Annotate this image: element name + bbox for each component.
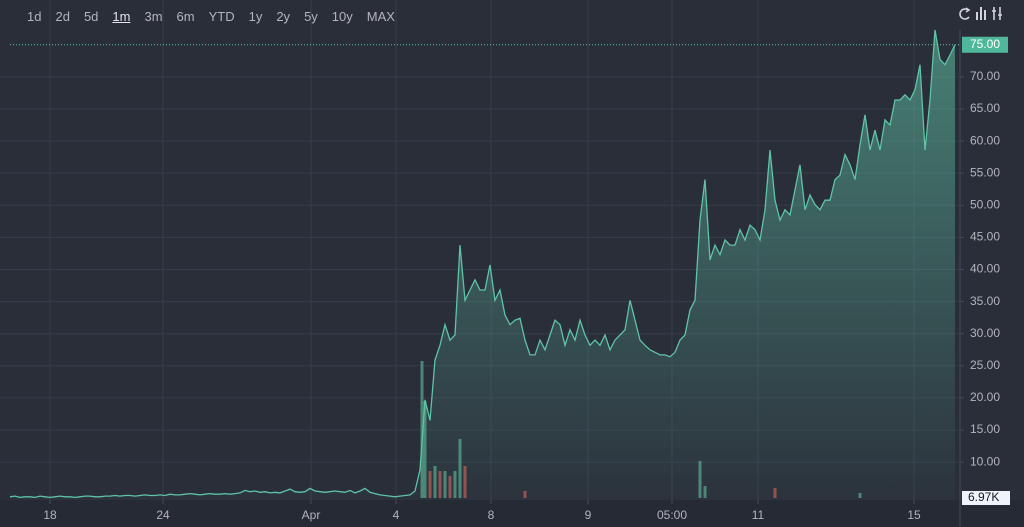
last-value-box <box>962 36 1008 53</box>
volume-bar <box>420 361 424 498</box>
volume-label: 6.97K <box>968 490 999 504</box>
x-axis-band <box>0 500 1024 527</box>
range-button[interactable]: 3m <box>144 8 163 24</box>
range-button[interactable]: 1d <box>27 8 42 24</box>
y-tick-label: 10.00 <box>970 454 1000 468</box>
range-button[interactable]: 10y <box>331 8 353 24</box>
toolbar-icons[interactable] <box>959 7 1002 20</box>
settings-icon[interactable] <box>992 7 1002 20</box>
y-tick-label: 55.00 <box>970 165 1000 179</box>
x-tick-label: 8 <box>488 508 495 522</box>
y-tick-label: 70.00 <box>970 69 1000 83</box>
range-button[interactable]: 1m <box>112 8 131 24</box>
range-button[interactable]: 5d <box>83 8 99 24</box>
refresh-icon[interactable] <box>959 8 970 20</box>
volume-label-box <box>962 491 1010 505</box>
y-tick-label: 35.00 <box>970 294 1000 308</box>
x-tick-label: 18 <box>43 508 57 522</box>
range-button[interactable]: 5y <box>304 8 318 24</box>
x-tick-label: 9 <box>585 508 592 522</box>
price-line <box>9 29 956 499</box>
range-button[interactable]: 2d <box>55 8 70 24</box>
y-tick-label: 15.00 <box>970 422 1000 436</box>
range-button[interactable]: 2y <box>276 8 291 24</box>
y-tick-label: 50.00 <box>970 197 1000 211</box>
range-button[interactable]: 1y <box>248 8 263 24</box>
y-tick-label: 25.00 <box>970 358 1000 372</box>
refresh-arrow[interactable] <box>965 7 971 13</box>
range-button[interactable]: 6m <box>176 8 195 24</box>
bars-icon[interactable] <box>976 12 978 20</box>
range-toolbar: 1d 2d 5d 1m 3m 6m YTD 1y 2y 5y 10y MAX <box>20 6 402 26</box>
y-tick-label: 60.00 <box>970 133 1000 147</box>
x-tick-label: 11 <box>752 508 765 522</box>
y-tick-label: 45.00 <box>970 230 1000 244</box>
y-tick-label: 65.00 <box>970 101 1000 115</box>
bars-icon[interactable] <box>980 7 982 20</box>
y-tick-label: 20.00 <box>970 390 1000 404</box>
bars-icon[interactable] <box>984 10 986 20</box>
x-tick-label: Apr <box>302 508 321 522</box>
range-button[interactable]: YTD <box>208 8 235 24</box>
y-tick-label: 40.00 <box>970 262 1000 276</box>
range-button[interactable]: MAX <box>366 8 395 24</box>
x-tick-label: 05:00 <box>657 508 687 522</box>
x-tick-label: 15 <box>907 508 921 522</box>
x-tick-label: 24 <box>156 508 170 522</box>
y-tick-label: 30.00 <box>970 326 1000 340</box>
x-tick-label: 4 <box>393 508 400 522</box>
last-value-label: 75.00 <box>970 37 1000 51</box>
price-area <box>10 30 955 500</box>
